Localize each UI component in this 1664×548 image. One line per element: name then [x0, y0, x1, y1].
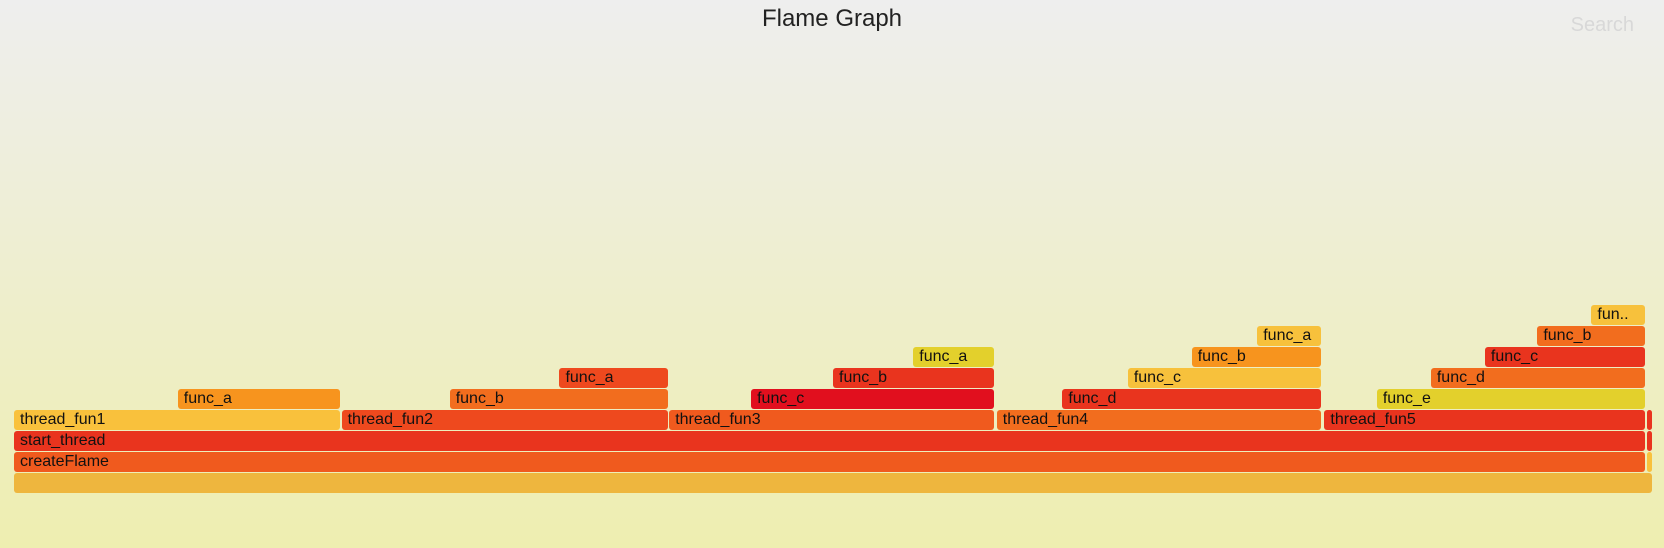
flame-frame[interactable]: [1647, 452, 1652, 472]
flame-frame[interactable]: fun..: [1591, 305, 1645, 325]
flame-graph-canvas: Flame Graph Search createFlamestart_thre…: [0, 0, 1664, 548]
flame-frame[interactable]: func_a: [178, 389, 340, 409]
chart-title: Flame Graph: [0, 5, 1664, 33]
flame-frame[interactable]: func_b: [833, 368, 994, 388]
flame-frame[interactable]: [1647, 410, 1652, 430]
flame-frame[interactable]: func_d: [1431, 368, 1646, 388]
flame-frame[interactable]: func_a: [913, 347, 993, 367]
flame-frame[interactable]: func_c: [1485, 347, 1646, 367]
flame-frame[interactable]: func_b: [450, 389, 668, 409]
flame-frame[interactable]: func_b: [1537, 326, 1645, 346]
flame-frame[interactable]: [1647, 431, 1652, 451]
flame-frame[interactable]: func_d: [1062, 389, 1321, 409]
flame-frame[interactable]: func_a: [1257, 326, 1321, 346]
flame-frame[interactable]: func_b: [1192, 347, 1321, 367]
flame-frame[interactable]: thread_fun2: [342, 410, 668, 430]
flame-frame[interactable]: func_a: [559, 368, 667, 388]
flame-frame[interactable]: func_c: [751, 389, 993, 409]
flame-frame[interactable]: thread_fun1: [14, 410, 340, 430]
search-link[interactable]: Search: [1571, 14, 1634, 37]
flame-frame[interactable]: func_e: [1377, 389, 1646, 409]
flame-frame[interactable]: createFlame: [14, 452, 1645, 472]
flame-frame[interactable]: thread_fun5: [1324, 410, 1645, 430]
flame-frame[interactable]: [14, 473, 1652, 493]
flame-frame[interactable]: func_c: [1128, 368, 1321, 388]
flame-frame[interactable]: thread_fun4: [997, 410, 1321, 430]
flame-frame[interactable]: start_thread: [14, 431, 1645, 451]
flame-frame[interactable]: thread_fun3: [669, 410, 993, 430]
